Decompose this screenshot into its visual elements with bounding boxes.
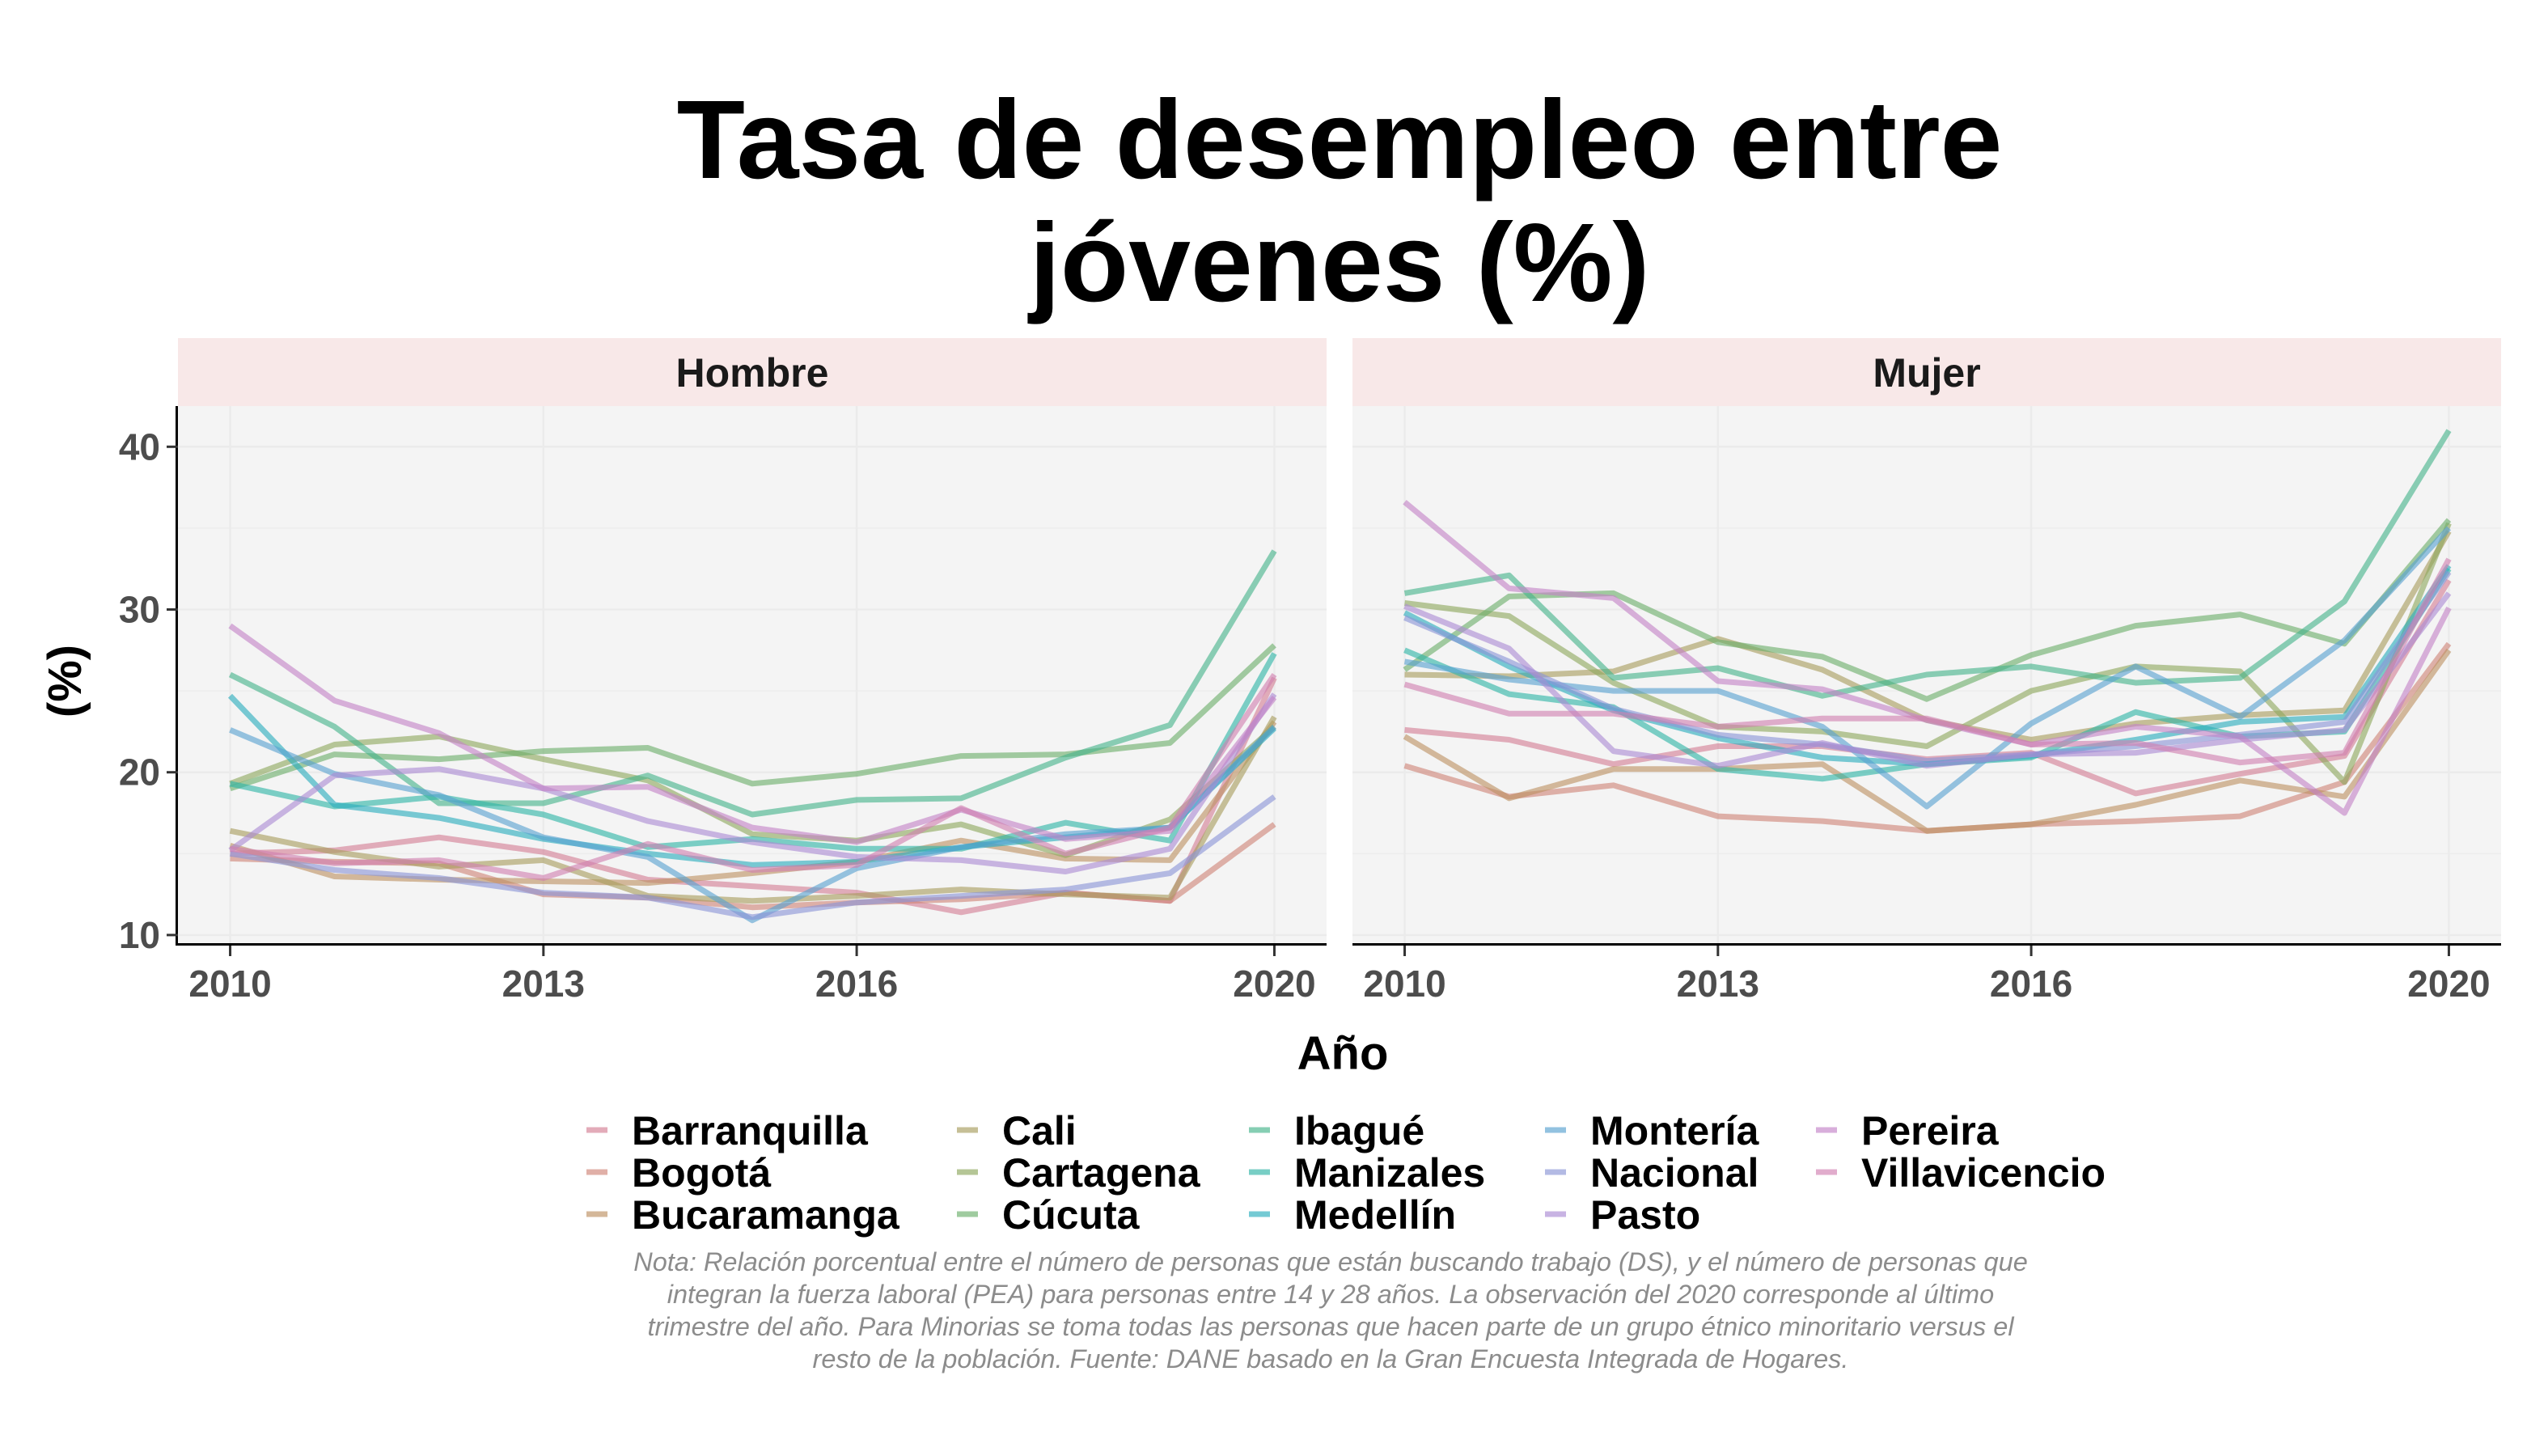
series-line-nacional xyxy=(1403,570,2452,764)
x-tick-label: 2013 xyxy=(502,963,585,1005)
legend-item-bogota: Bogotá xyxy=(586,1150,771,1196)
series-line-cartagena xyxy=(1404,522,2452,785)
series-line-bucaramanga xyxy=(1403,648,2452,834)
series-line-ibague xyxy=(1403,429,2452,699)
series-lines xyxy=(227,549,1277,924)
chart-note: Nota: Relación porcentual entre el númer… xyxy=(633,1247,2028,1373)
title-line-2: jóvenes (%) xyxy=(1027,201,1650,325)
panel-strip-label: Hombre xyxy=(676,350,829,396)
x-tick-label: 2016 xyxy=(815,963,898,1005)
panel-mujer: Mujer 2010 2013 2016 2020 xyxy=(1352,338,2501,1005)
legend-item-barranquilla: Barranquilla xyxy=(586,1108,869,1153)
series-line-monteria xyxy=(229,724,1276,924)
legend-label: Cartagena xyxy=(1002,1150,1201,1196)
y-tick-label: 40 xyxy=(119,425,160,468)
legend-item-monteria: Montería xyxy=(1545,1108,1760,1153)
x-tick-label: 2010 xyxy=(1363,963,1445,1005)
panel-hombre: Hombre 10 20 30 40 2010 2013 2016 2020 xyxy=(119,338,1327,1005)
legend-label: Pereira xyxy=(1861,1108,2000,1153)
legend-label: Ibagué xyxy=(1294,1108,1424,1153)
y-axis-title: (%) xyxy=(39,645,91,717)
legend-label: Cúcuta xyxy=(1002,1192,1141,1238)
series-line-villavicencio xyxy=(230,673,1277,881)
legend-item-pereira: Pereira xyxy=(1816,1108,2000,1153)
panel-strip-label: Mujer xyxy=(1873,350,1980,396)
legend-item-manizales: Manizales xyxy=(1249,1150,1485,1196)
legend-label: Cali xyxy=(1002,1108,1077,1153)
legend-label: Pasto xyxy=(1590,1192,1700,1238)
chart-title: Tasa de desempleo entre jóvenes (%) xyxy=(677,78,2003,325)
series-line-villavicencio xyxy=(1403,557,2452,766)
series-line-monteria xyxy=(1403,526,2452,810)
series-line-nacional xyxy=(229,794,1276,921)
panel-strip xyxy=(178,338,1327,406)
legend-item-pasto: Pasto xyxy=(1545,1192,1700,1238)
legend-item-ibague: Ibagué xyxy=(1249,1108,1424,1153)
legend-label: Bucaramanga xyxy=(632,1192,900,1238)
y-tick-label: 10 xyxy=(119,914,160,956)
series-line-bucaramanga xyxy=(229,720,1277,887)
series-line-pasto xyxy=(1403,591,2452,769)
legend-item-medellin: Medellín xyxy=(1249,1192,1456,1238)
legend-item-nacional: Nacional xyxy=(1545,1150,1759,1196)
panel-strip xyxy=(1352,338,2501,406)
legend-label: Manizales xyxy=(1294,1150,1485,1196)
legend-label: Bogotá xyxy=(632,1150,771,1196)
legend-item-cartagena: Cartagena xyxy=(957,1150,1201,1196)
panels: Hombre 10 20 30 40 2010 2013 2016 2020 Mujer 2010 2… xyxy=(119,338,2501,1005)
legend-label: Barranquilla xyxy=(632,1108,869,1153)
legend-item-villavicencio: Villavicencio xyxy=(1816,1150,2106,1196)
y-tick-label: 20 xyxy=(119,751,160,794)
series-line-cucuta xyxy=(229,643,1276,792)
legend-label: Villavicencio xyxy=(1861,1150,2106,1196)
series-lines xyxy=(1403,429,2452,834)
series-line-manizales xyxy=(229,652,1277,852)
x-tick-label: 2013 xyxy=(1677,963,1759,1005)
x-tick-label: 2016 xyxy=(1990,963,2072,1005)
legend-label: Montería xyxy=(1590,1108,1760,1153)
title-line-1: Tasa de desempleo entre xyxy=(677,78,2003,202)
legend-label: Nacional xyxy=(1590,1150,1759,1196)
series-line-ibague xyxy=(228,549,1277,818)
y-tick-label: 30 xyxy=(119,589,160,631)
legend-item-cucuta: Cúcuta xyxy=(957,1192,1141,1238)
x-tick-label: 2010 xyxy=(188,963,271,1005)
series-line-pereira xyxy=(228,623,1277,845)
x-tick-label: 2020 xyxy=(2407,963,2490,1005)
x-axis-title: Año xyxy=(1297,1027,1389,1080)
series-line-pasto xyxy=(228,692,1277,874)
legend-item-cali: Cali xyxy=(957,1108,1077,1153)
legend-item-bucaramanga: Bucaramanga xyxy=(586,1192,900,1238)
legend-label: Medellín xyxy=(1294,1192,1456,1238)
x-tick-label: 2020 xyxy=(1233,963,1315,1005)
